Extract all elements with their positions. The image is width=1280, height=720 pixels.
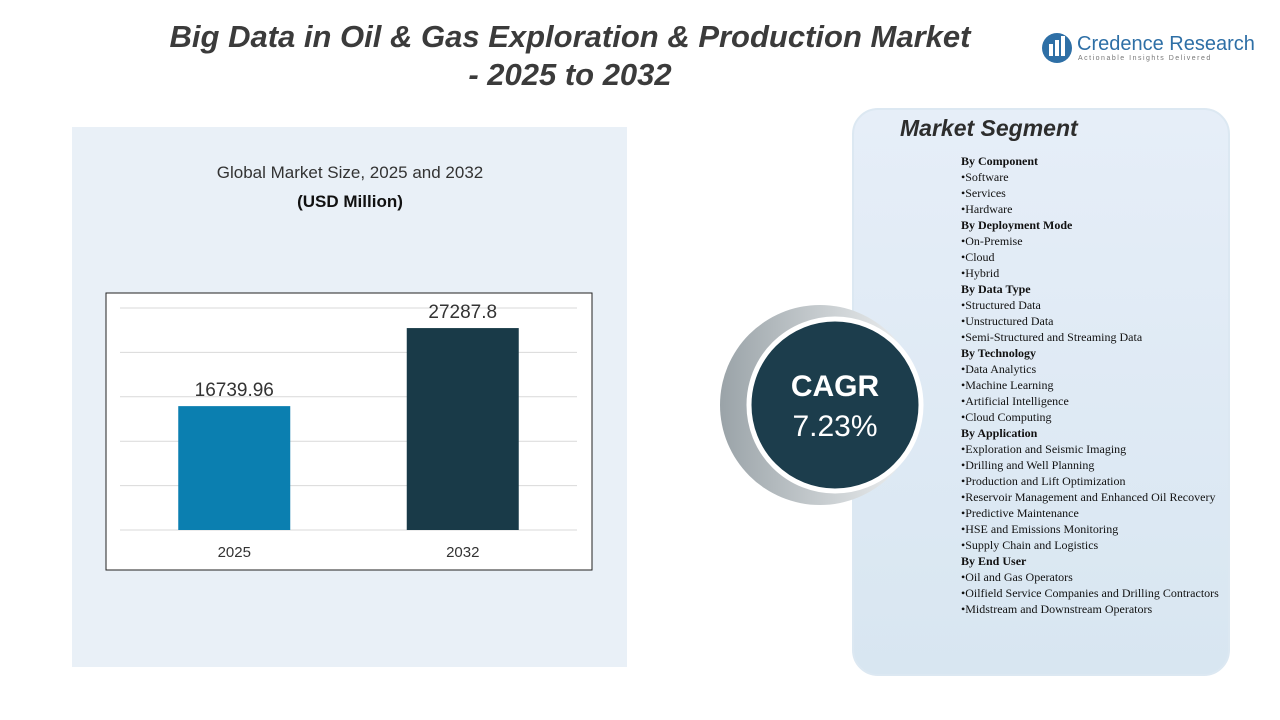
chart-subtitle: (USD Million) [297, 192, 403, 211]
segment-item: •Production and Lift Optimization [961, 474, 1126, 488]
segment-item: •Midstream and Downstream Operators [961, 602, 1153, 616]
segment-item: •Drilling and Well Planning [961, 458, 1095, 472]
segment-heading: By Component [961, 154, 1039, 168]
segment-heading: By Data Type [961, 282, 1031, 296]
segment-item: •On-Premise [961, 234, 1023, 248]
bar [178, 406, 291, 530]
segment-item: •Supply Chain and Logistics [961, 538, 1099, 552]
title-line: - 2025 to 2032 [468, 57, 672, 92]
cagr-circle [746, 316, 924, 494]
segment-heading: By End User [961, 554, 1027, 568]
segment-item: •Semi-Structured and Streaming Data [961, 330, 1143, 344]
segment-heading: By Technology [961, 346, 1037, 360]
segment-item: •Cloud Computing [961, 410, 1052, 424]
cagr-value: 7.23% [792, 410, 877, 443]
segment-title: Market Segment [900, 115, 1078, 141]
segment-heading: By Application [961, 426, 1038, 440]
title-line: Big Data in Oil & Gas Exploration & Prod… [169, 19, 971, 54]
segment-item: •Structured Data [961, 298, 1041, 312]
x-tick-label: 2025 [218, 544, 251, 561]
chart-title: Global Market Size, 2025 and 2032 [217, 163, 484, 182]
cagr-label: CAGR [791, 370, 880, 403]
segment-item: •Cloud [961, 250, 995, 264]
bar [406, 328, 519, 530]
logo-icon [1042, 33, 1072, 63]
logo-tagline: Actionable Insights Delivered [1078, 55, 1212, 62]
page-title: Big Data in Oil & Gas Exploration & Prod… [100, 18, 1040, 94]
segment-item: •Software [961, 170, 1009, 184]
x-tick-label: 2032 [446, 544, 479, 561]
segment-item: •Predictive Maintenance [961, 506, 1079, 520]
segment-item: •Reservoir Management and Enhanced Oil R… [961, 490, 1216, 504]
data-label: 16739.96 [195, 380, 274, 401]
segment-item: •Oil and Gas Operators [961, 570, 1073, 584]
segment-item: •Oilfield Service Companies and Drilling… [961, 586, 1219, 600]
segment-item: •Exploration and Seismic Imaging [961, 442, 1127, 456]
segment-heading: By Deployment Mode [961, 218, 1073, 232]
segment-item: •Unstructured Data [961, 314, 1054, 328]
data-label: 27287.8 [428, 302, 497, 323]
segment-item: •Machine Learning [961, 378, 1054, 392]
segment-item: •Hybrid [961, 266, 1000, 280]
segment-item: •Services [961, 186, 1006, 200]
segment-list: By Component •Software •Services •Hardware B… [961, 153, 1226, 617]
segment-item: •Data Analytics [961, 362, 1037, 376]
segment-item: •Artificial Intelligence [961, 394, 1069, 408]
logo-name: Credence Research [1077, 33, 1255, 55]
segment-item: •Hardware [961, 202, 1013, 216]
segment-item: •HSE and Emissions Monitoring [961, 522, 1119, 536]
